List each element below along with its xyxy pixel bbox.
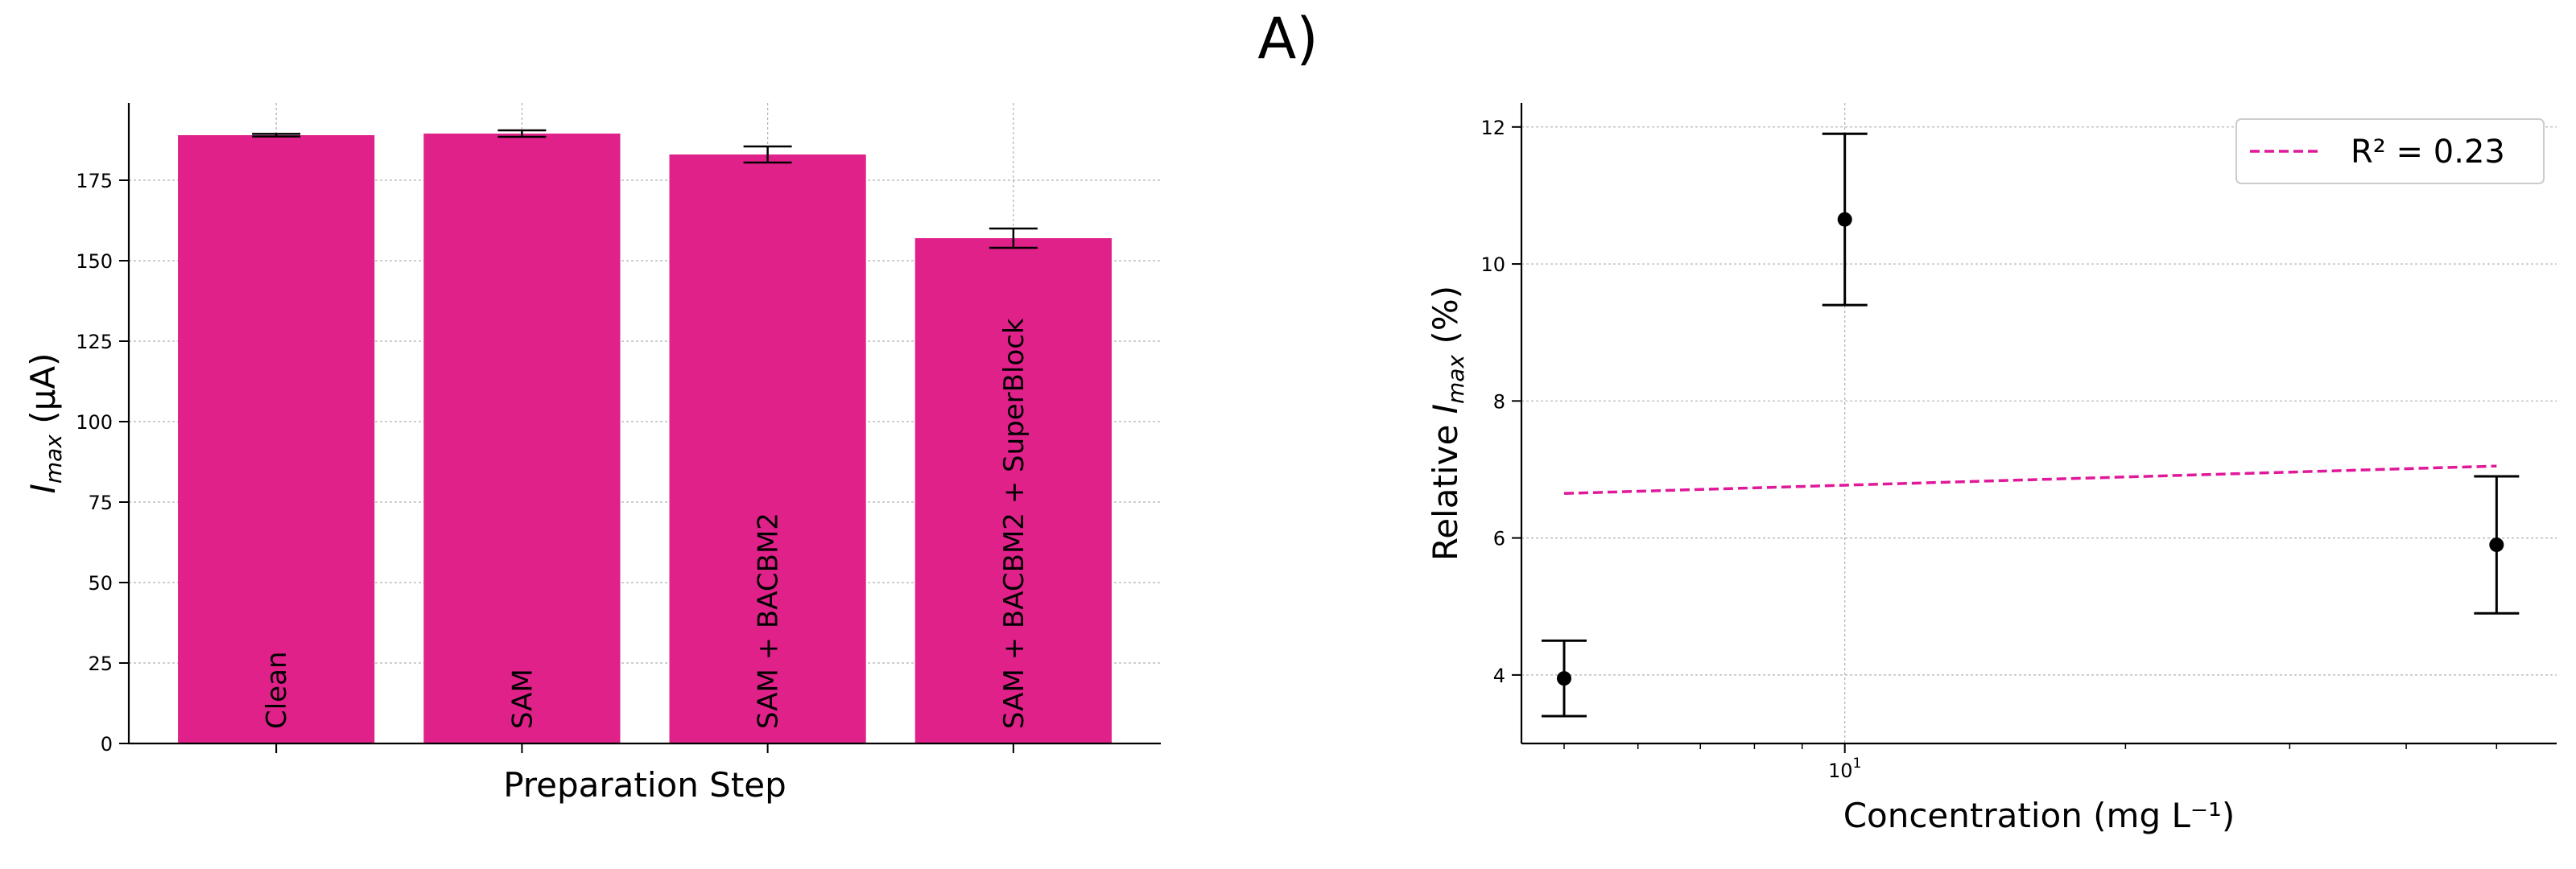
- scatter-error-bars: [1542, 132, 2520, 718]
- bar-x-axis-title: Preparation Step: [503, 765, 786, 805]
- scatter-y-axis-sub: max: [1443, 355, 1469, 404]
- scatter-axes: [1520, 103, 2557, 745]
- scatter-y-tick-label: 12: [1480, 117, 1505, 139]
- bar-x-ticks: [275, 743, 1014, 753]
- bar-y-tick-label: 0: [101, 733, 113, 756]
- bar-y-tick-label: 50: [88, 572, 113, 595]
- bar-chart: 0 25 50 75 100 125 150 175 Clean SAM SAM + BACBM2…: [23, 103, 1161, 805]
- bar-y-axis-title: Imax (μA): [23, 353, 67, 494]
- scatter-x-tick-label: 101: [1828, 756, 1861, 782]
- bar-y-axis-var: I: [23, 484, 63, 493]
- bar-y-tick-label: 100: [76, 411, 113, 434]
- scatter-x-ticks: 101: [1563, 743, 2498, 782]
- scatter-x-tick-base: 10: [1828, 760, 1853, 782]
- scatter-y-ticks: 4 6 8 10 12: [1480, 117, 1521, 687]
- scatter-y-axis-unit: (%): [1426, 286, 1465, 355]
- scatter-point: [2489, 537, 2504, 553]
- scatter-gridlines: [1521, 103, 2557, 743]
- scatter-point: [1837, 212, 1852, 227]
- bar: [178, 135, 375, 743]
- bar-y-tick-label: 75: [88, 492, 113, 514]
- scatter-point: [1557, 671, 1572, 686]
- bar: [423, 134, 621, 743]
- bar-category-label: Clean: [261, 652, 293, 730]
- scatter-x-tick-exp: 1: [1853, 756, 1862, 772]
- scatter-y-tick-label: 10: [1480, 253, 1505, 276]
- bar-y-axis-sub: max: [40, 434, 67, 484]
- bar-category-label: SAM: [506, 669, 539, 729]
- bar-category-label: SAM + BACBM2: [753, 513, 785, 729]
- scatter-y-tick-label: 6: [1493, 528, 1505, 550]
- bar: [669, 154, 866, 743]
- bar-category-label: SAM + BACBM2 + SuperBlock: [998, 318, 1030, 729]
- scatter-y-axis-var: I: [1426, 404, 1465, 414]
- fit-line: [1563, 464, 2497, 496]
- bar-axes: [127, 103, 1161, 745]
- scatter-fit-line: [1563, 464, 2497, 496]
- bar-y-tick-label: 175: [76, 170, 113, 192]
- bar-y-ticks: 0 25 50 75 100 125 150 175: [76, 170, 129, 756]
- scatter-y-tick-label: 8: [1493, 390, 1505, 413]
- figure-title: A): [1257, 6, 1318, 72]
- bar-error-bars: [252, 129, 1038, 249]
- scatter-points: [1557, 212, 2504, 686]
- bar-category-labels: Clean SAM SAM + BACBM2 SAM + BACBM2 + Super…: [261, 318, 1030, 729]
- scatter-y-axis-prefix: Relative: [1426, 414, 1465, 561]
- scatter-legend: R² = 0.23: [2235, 118, 2545, 184]
- legend-label: R² = 0.23: [2351, 134, 2505, 171]
- legend-box: [2235, 118, 2545, 184]
- scatter-y-tick-label: 4: [1493, 665, 1505, 687]
- bar-series: [178, 134, 1112, 743]
- bar-y-tick-label: 125: [76, 331, 113, 353]
- scatter-y-axis-title: Relative Imax (%): [1426, 286, 1469, 561]
- bar-y-tick-label: 25: [88, 653, 113, 675]
- scatter-x-axis-title: Concentration (mg L⁻¹): [1843, 796, 2235, 835]
- bar-y-axis-unit: (μA): [23, 353, 63, 435]
- bar-y-tick-label: 150: [76, 250, 113, 273]
- bar: [914, 238, 1112, 743]
